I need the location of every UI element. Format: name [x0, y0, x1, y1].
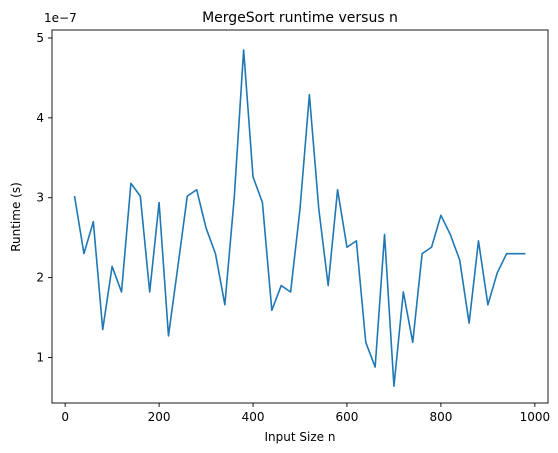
y-tick-label: 5	[36, 31, 44, 45]
x-tick-label: 0	[61, 410, 69, 424]
x-tick-label: 400	[242, 410, 265, 424]
x-axis: 0 200 400 600 800 1000	[61, 403, 550, 424]
plot-frame	[51, 29, 549, 404]
x-tick-label: 1000	[520, 410, 551, 424]
x-tick-label: 800	[429, 410, 452, 424]
x-axis-label: Input Size n	[265, 430, 336, 444]
y-tick-label: 1	[36, 350, 44, 364]
series-line	[73, 49, 526, 388]
y-tick-label: 3	[36, 191, 44, 205]
chart-title: MergeSort runtime versus n	[202, 10, 398, 26]
y-axis: 1 2 3 4 5	[36, 31, 52, 364]
y-tick-label: 4	[36, 111, 44, 125]
y-tick-label: 2	[36, 271, 44, 285]
x-tick-label: 200	[148, 410, 171, 424]
y-axis-offset-label: 1e−7	[44, 11, 77, 25]
x-tick-label: 600	[336, 410, 359, 424]
y-axis-label: Runtime (s)	[9, 182, 23, 252]
